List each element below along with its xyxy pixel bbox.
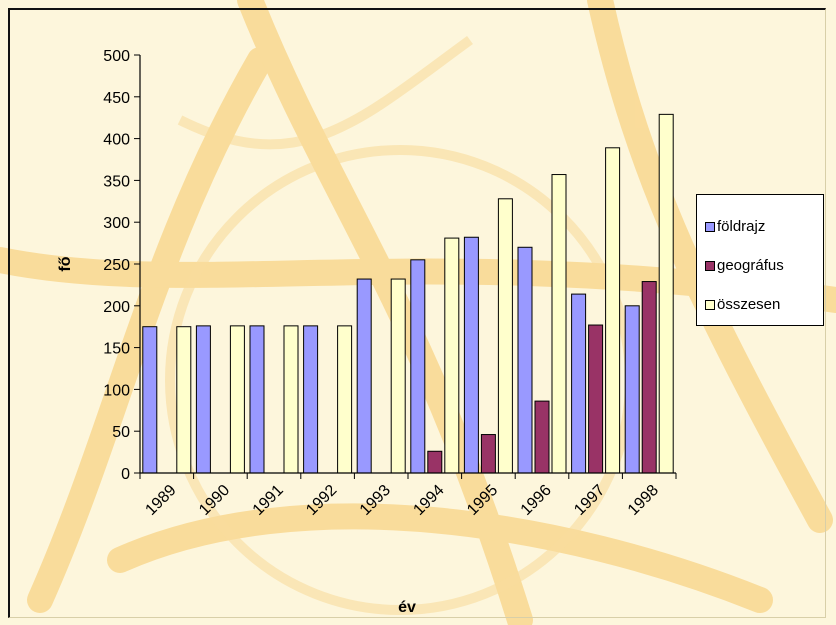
x-tick-label: 1995 — [464, 482, 501, 519]
bar — [176, 326, 192, 474]
y-tick-label: 100 — [103, 382, 130, 399]
legend-label: földrajz — [717, 218, 766, 235]
y-tick-label: 50 — [112, 424, 130, 441]
legend: földrajz geográfus összesen — [696, 194, 824, 326]
bar — [390, 278, 406, 474]
bar — [588, 324, 604, 474]
y-tick-label: 350 — [103, 173, 130, 190]
y-axis-title: fő — [57, 256, 74, 271]
bar — [497, 198, 513, 474]
x-tick-label: 1992 — [303, 482, 340, 519]
bar — [195, 325, 211, 474]
bar — [444, 237, 460, 474]
y-tick-label: 300 — [103, 215, 130, 232]
x-tick-label: 1996 — [518, 482, 555, 519]
bar — [624, 305, 640, 474]
bar — [571, 293, 587, 474]
bar — [410, 259, 426, 474]
legend-label: geográfus — [717, 257, 784, 274]
x-tick-label: 1998 — [625, 482, 662, 519]
bar — [337, 325, 353, 474]
x-tick-label: 1997 — [571, 482, 608, 519]
bar — [229, 325, 245, 474]
bar — [303, 325, 319, 474]
bar — [249, 325, 265, 474]
y-axis: 0 50 100 150 200 250 300 350 400 450 500 — [103, 48, 140, 483]
bar — [480, 434, 496, 474]
bar — [517, 246, 533, 474]
legend-swatch — [705, 260, 715, 271]
x-axis: 1989 1990 1991 1992 1993 1994 1995 1996 1997 1998 — [139, 473, 677, 519]
y-tick-label: 150 — [103, 341, 130, 358]
legend-item: földrajz — [705, 207, 823, 246]
x-tick-label: 1993 — [357, 482, 394, 519]
x-axis-title: év — [398, 599, 416, 616]
legend-item: összesen — [705, 285, 823, 324]
y-tick-label: 400 — [103, 132, 130, 149]
x-tick-label: 1990 — [196, 482, 233, 519]
bar-groups — [142, 113, 674, 474]
bar — [534, 400, 550, 474]
bar — [283, 325, 299, 474]
bar — [427, 450, 443, 474]
legend-item: geográfus — [705, 246, 823, 285]
bar — [142, 326, 158, 474]
x-tick-label: 1991 — [250, 482, 287, 519]
bar — [463, 236, 479, 474]
y-tick-label: 200 — [103, 299, 130, 316]
bar — [605, 147, 621, 474]
legend-label: összesen — [717, 296, 781, 313]
legend-swatch — [705, 221, 715, 232]
legend-swatch — [705, 299, 715, 310]
y-tick-label: 250 — [103, 257, 130, 274]
y-tick-label: 500 — [103, 48, 130, 65]
bar — [658, 113, 674, 474]
bar — [356, 278, 372, 474]
chart-area — [8, 8, 826, 618]
y-tick-label: 450 — [103, 90, 130, 107]
y-tick-label: 0 — [121, 466, 130, 483]
x-tick-label: 1989 — [142, 482, 179, 519]
x-tick-label: 1994 — [410, 482, 447, 519]
bar — [641, 281, 657, 474]
bar — [551, 174, 567, 474]
